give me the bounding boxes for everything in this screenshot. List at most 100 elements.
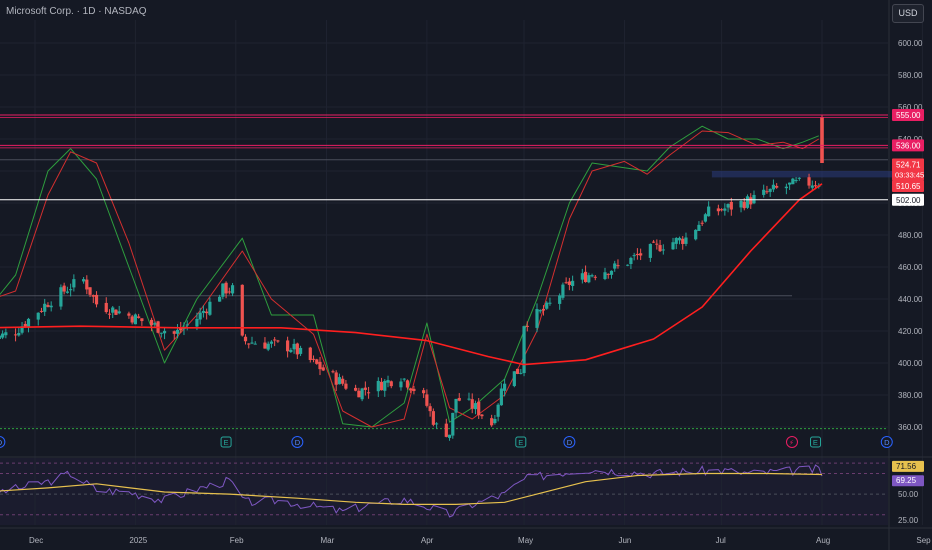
x-tick-label: May (518, 536, 533, 545)
candle-body (749, 197, 753, 205)
candle-body (794, 180, 798, 182)
dividend-marker (291, 436, 304, 448)
candle-body (153, 323, 157, 325)
candle-body (661, 249, 665, 251)
candle-body (266, 343, 270, 350)
rsi-tick-label: 50.00 (898, 490, 919, 499)
level-tag-bg (892, 139, 924, 152)
candle-body (535, 309, 539, 328)
candle-body (635, 253, 639, 256)
candle-body (639, 253, 643, 256)
candle-body (85, 279, 89, 290)
candle-body (227, 291, 231, 293)
candle-body (593, 276, 597, 278)
rsi-value-tag-label: 69.25 (896, 476, 917, 485)
event-marker-label: E (223, 438, 228, 447)
candle-body (331, 371, 335, 373)
candle-body (72, 279, 76, 288)
candle-body (308, 347, 312, 360)
y-tick-label: 480.00 (898, 231, 923, 240)
candle-body (337, 377, 342, 385)
candle-body (263, 342, 267, 349)
candle-body (172, 331, 176, 334)
candle-body (341, 378, 345, 384)
candle-body (444, 423, 448, 437)
candle-body (480, 414, 484, 417)
event-marker-label: D (0, 438, 3, 447)
candle-body (720, 209, 724, 211)
candle-body (205, 311, 209, 314)
candle-body (477, 401, 481, 416)
candle-body (137, 316, 141, 318)
x-tick-label: Jul (716, 536, 726, 545)
price-tag-label: 510.65 (896, 182, 921, 191)
oscillator-red-line (0, 130, 820, 428)
candle-body (26, 318, 31, 328)
candle-body (46, 305, 50, 307)
candle-body (684, 237, 688, 244)
y-tick-label: 420.00 (898, 327, 923, 336)
candle-body (707, 206, 711, 217)
event-marker-label: D (295, 438, 301, 447)
candle-body (104, 302, 108, 313)
candle-body (613, 263, 617, 269)
event-marker-label: D (884, 438, 890, 447)
candle-body (541, 308, 546, 311)
candle-body (674, 237, 678, 244)
candle-body (590, 275, 594, 277)
event-marker-label: E (518, 438, 523, 447)
candle-body (114, 309, 118, 315)
candle-body (434, 423, 439, 425)
candle-body (91, 295, 95, 297)
moving-average-line (0, 183, 823, 366)
price-tag-bg (892, 179, 924, 192)
candle-body (334, 372, 338, 385)
candle-body (499, 388, 503, 406)
earnings-marker (220, 436, 232, 448)
candle-body (791, 178, 795, 185)
candle-body (198, 312, 202, 320)
candle-body (250, 342, 254, 344)
chart-title: Microsoft Corp. · 1D · NASDAQ (6, 6, 147, 17)
candle-body (295, 343, 299, 355)
candle-body (496, 404, 500, 417)
candle-body (583, 271, 588, 282)
candle-body (813, 185, 818, 187)
candle-body (20, 326, 24, 333)
event-marker-label: D (567, 438, 573, 447)
candle-body (797, 177, 801, 179)
currency-button[interactable]: USD (892, 4, 924, 23)
candle-body (224, 282, 228, 294)
dividend-marker (563, 436, 576, 448)
candle-body (603, 272, 607, 279)
candle-body (315, 359, 319, 364)
candle-body (276, 340, 280, 342)
candle-body (273, 339, 277, 341)
candle-body (286, 340, 290, 352)
candle-body (344, 383, 348, 389)
candle-body (318, 361, 322, 370)
candle-body (681, 238, 685, 244)
candle-body (379, 381, 384, 391)
candle-body (1, 333, 5, 338)
candle-body (697, 224, 701, 231)
y-tick-label: 400.00 (898, 359, 923, 368)
candle-body (723, 208, 727, 211)
candle-body (694, 229, 698, 240)
candle-body (357, 390, 361, 398)
dividend-marker (0, 436, 6, 448)
candle-body (195, 318, 199, 327)
candles-group (0, 173, 821, 441)
candle-body (716, 208, 720, 212)
candle-body (49, 305, 53, 308)
candle-body (493, 418, 497, 424)
y-tick-label: 560.00 (898, 103, 923, 112)
candle-body (490, 418, 494, 426)
candle-body (289, 349, 293, 352)
candle-body (162, 330, 167, 334)
candle-body (140, 318, 144, 322)
level-tag-label: 536.00 (896, 141, 921, 150)
candle-body (383, 380, 387, 391)
candle-body (519, 372, 523, 374)
